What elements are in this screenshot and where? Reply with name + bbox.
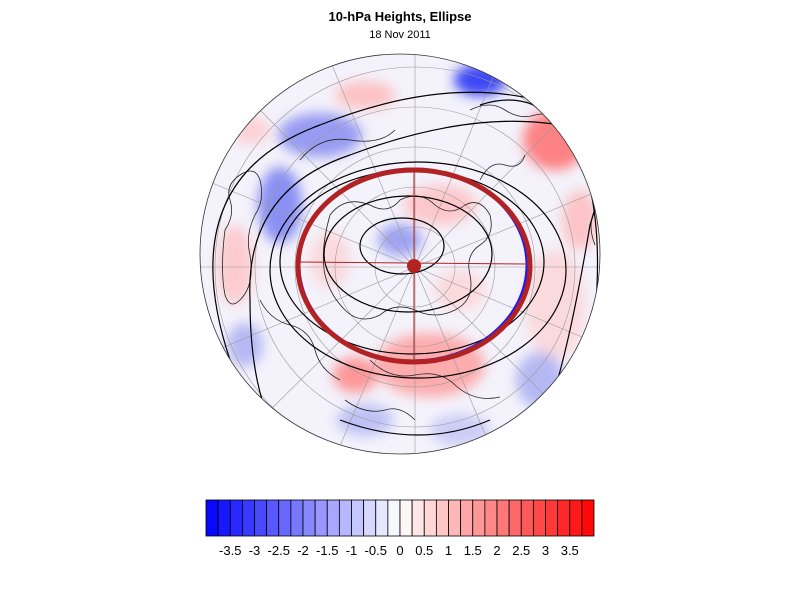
colorbar-swatch xyxy=(254,499,268,537)
ellipse-center-marker xyxy=(407,259,421,273)
colorbar-tick-label: 0 xyxy=(396,543,404,558)
colorbar-tick-label: -0.5 xyxy=(364,543,387,558)
colorbar-swatch xyxy=(520,499,534,537)
map-date: 18 Nov 2011 xyxy=(369,29,431,41)
colorbar-tick-label: 2.5 xyxy=(512,543,531,558)
colorbar-tick-label: -2.5 xyxy=(267,543,290,558)
colorbar-tick-label: -2 xyxy=(297,543,309,558)
colorbar-swatch xyxy=(423,499,437,537)
colorbar-swatch xyxy=(375,499,389,537)
vortex-ellipse xyxy=(295,167,533,365)
colorbar-swatch xyxy=(557,499,571,537)
colorbar-swatch xyxy=(387,499,401,537)
globe-outline xyxy=(199,53,601,455)
colorbar-tick-label: -3 xyxy=(248,543,261,558)
colorbar-tick-label: 0.5 xyxy=(415,543,434,558)
colorbar-swatch xyxy=(508,499,522,537)
colorbar-tick-label: 3 xyxy=(541,543,550,558)
colorbar-tick-label: 1 xyxy=(444,543,453,558)
colorbar-swatch xyxy=(472,499,486,537)
colorbar-swatch xyxy=(314,499,328,537)
colorbar-swatch xyxy=(399,499,413,537)
colorbar-tick-label: 1.5 xyxy=(463,543,482,558)
map-title: 10-hPa Heights, Ellipse xyxy=(328,9,472,24)
colorbar-tick-label: 3.5 xyxy=(560,543,579,558)
colorbar-swatch xyxy=(532,499,546,537)
colorbar-swatch xyxy=(205,499,219,537)
colorbar-tick-label: -1 xyxy=(345,543,358,558)
colorbar-swatch xyxy=(484,499,498,537)
colorbar-swatch xyxy=(302,499,316,537)
colorbar-swatch xyxy=(448,499,462,537)
colorbar-swatch xyxy=(229,499,243,537)
colorbar-tick-label: 2 xyxy=(493,543,501,558)
colorbar-swatch xyxy=(545,499,559,537)
colorbar-swatch xyxy=(290,499,304,537)
colorbar-swatch xyxy=(266,499,280,537)
colorbar-swatch xyxy=(581,499,595,537)
colorbar-swatch xyxy=(278,499,292,537)
colorbar-swatch xyxy=(496,499,510,537)
colorbar-swatch xyxy=(411,499,425,537)
colorbar xyxy=(205,499,595,537)
colorbar-tick-label: -3.5 xyxy=(219,543,242,558)
colorbar-swatch xyxy=(460,499,474,537)
colorbar-swatch xyxy=(569,499,583,537)
colorbar-swatch xyxy=(435,499,449,537)
colorbar-swatch xyxy=(338,499,352,537)
colorbar-swatch xyxy=(241,499,255,537)
colorbar-swatch xyxy=(363,499,377,537)
colorbar-swatch xyxy=(351,499,365,537)
colorbar-swatch xyxy=(217,499,231,537)
colorbar-tick-label: -1.5 xyxy=(316,543,339,558)
colorbar-swatch xyxy=(326,499,340,537)
